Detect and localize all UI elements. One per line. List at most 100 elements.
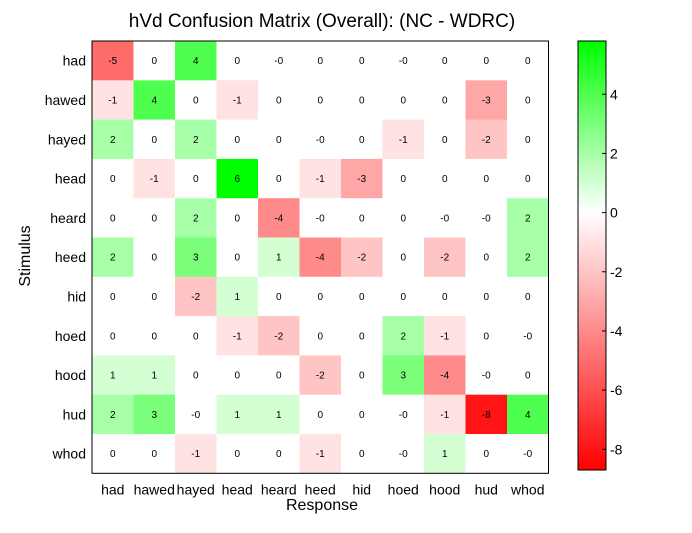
heatmap-cell bbox=[216, 119, 259, 160]
cell-value-label: -2 bbox=[191, 292, 200, 303]
cell-value-label: 0 bbox=[193, 95, 199, 106]
heatmap-cell bbox=[424, 119, 466, 160]
cell-value-label: 0 bbox=[359, 371, 365, 382]
cell-value-label: 0 bbox=[483, 292, 489, 303]
cell-value-label: 1 bbox=[276, 253, 282, 264]
heatmap-cell bbox=[507, 158, 549, 199]
cell-value-label: -0 bbox=[482, 371, 491, 382]
colorbar-tick-label: 4 bbox=[610, 86, 618, 102]
heatmap-cell bbox=[507, 355, 549, 396]
cell-value-label: 0 bbox=[525, 95, 531, 106]
cell-value-label: 0 bbox=[525, 371, 531, 382]
cell-value-label: 0 bbox=[276, 174, 282, 185]
cell-value-label: -2 bbox=[482, 135, 491, 146]
heatmap-cell bbox=[341, 119, 383, 160]
y-tick-label: head bbox=[55, 171, 86, 187]
cell-value-label: 0 bbox=[317, 95, 323, 106]
cell-value-label: 0 bbox=[317, 56, 323, 67]
heatmap-cell bbox=[424, 237, 466, 278]
heatmap-cell bbox=[341, 198, 383, 238]
heatmap-cell bbox=[92, 394, 134, 435]
heatmap-cell bbox=[299, 119, 342, 160]
heatmap-cell bbox=[216, 394, 259, 435]
colorbar-ticks: 4 2 0 -2 -4 -6 -8 bbox=[602, 86, 623, 457]
cell-value-label: 0 bbox=[276, 292, 282, 303]
heatmap-cell bbox=[133, 316, 176, 356]
cell-value-label: 0 bbox=[234, 135, 240, 146]
x-tick-label: head bbox=[222, 481, 253, 497]
cell-value-label: 1 bbox=[151, 371, 157, 382]
cell-value-label: 0 bbox=[525, 135, 531, 146]
heatmap-cell bbox=[133, 237, 176, 278]
cell-value-label: 0 bbox=[110, 292, 116, 303]
heatmap-cell bbox=[216, 237, 259, 278]
heatmap-cell bbox=[92, 237, 134, 278]
cell-value-label: 0 bbox=[193, 371, 199, 382]
heatmap-cell bbox=[341, 41, 383, 81]
heatmap-cell bbox=[299, 316, 342, 356]
heatmap-cell bbox=[382, 41, 425, 81]
heatmap-cell bbox=[133, 158, 176, 199]
heatmap-cell bbox=[424, 80, 466, 121]
cell-value-label: 2 bbox=[110, 135, 116, 146]
heatmap-cell bbox=[341, 276, 383, 317]
cell-value-label: 4 bbox=[525, 410, 531, 421]
heatmap-cell bbox=[341, 80, 383, 121]
cell-value-label: -0 bbox=[482, 213, 491, 224]
heatmap-cell bbox=[92, 158, 134, 199]
cell-value-label: 0 bbox=[359, 135, 365, 146]
y-tick-label: hawed bbox=[45, 92, 86, 108]
colorbar-tick-label: -2 bbox=[610, 264, 623, 280]
cell-value-label: 0 bbox=[483, 331, 489, 342]
heatmap-cell bbox=[382, 316, 425, 356]
cell-value-label: -2 bbox=[316, 371, 325, 382]
heatmap-cell bbox=[341, 237, 383, 278]
heatmap-cell bbox=[175, 41, 217, 81]
y-tick-label: heed bbox=[55, 249, 86, 265]
heatmap-cell bbox=[175, 316, 217, 356]
cell-value-label: 2 bbox=[110, 410, 116, 421]
heatmap-cell bbox=[424, 394, 466, 435]
heatmap-cell bbox=[507, 434, 549, 474]
heatmap-cell bbox=[299, 394, 342, 435]
heatmap-cell bbox=[424, 158, 466, 199]
heatmap-cell bbox=[175, 237, 217, 278]
cell-value-label: 6 bbox=[234, 174, 240, 185]
cell-value-label: 0 bbox=[110, 449, 116, 460]
cell-value-label: 0 bbox=[483, 449, 489, 460]
x-tick-label: hoed bbox=[388, 481, 419, 497]
heatmap-cell bbox=[216, 198, 259, 238]
heatmap-cell bbox=[382, 276, 425, 317]
cell-value-label: -0 bbox=[274, 56, 283, 67]
cell-value-label: 0 bbox=[400, 253, 406, 264]
heatmap-cells: -5 0 4 0 -0 0 0 -0 0 0 0 -1 4 0 -1 0 0 0 0 0 -3 0 2 0 2 0 0 -0 0 -1 0 -… bbox=[92, 41, 549, 474]
heatmap-cell bbox=[258, 434, 300, 474]
cell-value-label: -1 bbox=[316, 449, 325, 460]
heatmap-cell bbox=[299, 276, 342, 317]
heatmap-cell bbox=[341, 394, 383, 435]
cell-value-label: 0 bbox=[359, 56, 365, 67]
heatmap-cell bbox=[465, 434, 508, 474]
heatmap-cell bbox=[299, 80, 342, 121]
heatmap-cell bbox=[382, 198, 425, 238]
plot-frame bbox=[91, 40, 549, 474]
heatmap-cell bbox=[133, 119, 176, 160]
heatmap-cell bbox=[175, 394, 217, 435]
cell-value-label: 1 bbox=[234, 292, 240, 303]
heatmap-cell bbox=[299, 41, 342, 81]
heatmap-cell bbox=[133, 394, 176, 435]
heatmap-cell bbox=[465, 80, 508, 121]
cell-value-label: 0 bbox=[151, 292, 157, 303]
heatmap-cell bbox=[465, 316, 508, 356]
cell-value-label: -1 bbox=[440, 410, 449, 421]
cell-value-label: 0 bbox=[442, 56, 448, 67]
heatmap-cell bbox=[258, 276, 300, 317]
heatmap-cell bbox=[299, 237, 342, 278]
cell-value-label: -1 bbox=[316, 174, 325, 185]
heatmap-cell bbox=[216, 434, 259, 474]
cell-value-label: 0 bbox=[234, 213, 240, 224]
x-tick-label: had bbox=[101, 481, 124, 497]
heatmap-cell bbox=[507, 41, 549, 81]
cell-value-label: 0 bbox=[525, 56, 531, 67]
